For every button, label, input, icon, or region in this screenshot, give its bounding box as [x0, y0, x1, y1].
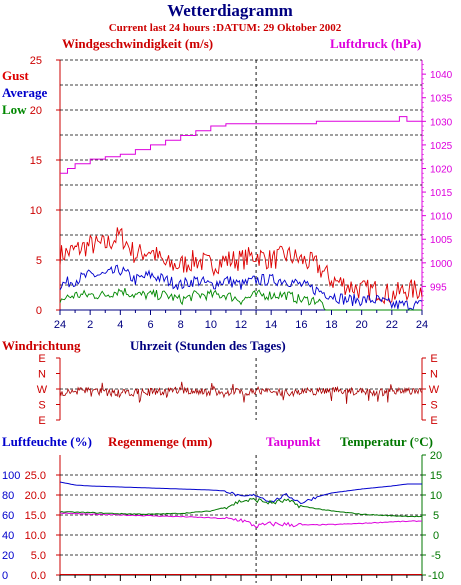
- hour-tick-label: 22: [386, 319, 398, 331]
- temperature-tick-label: -5: [431, 550, 441, 562]
- pressure-tick-label: 1020: [430, 164, 453, 175]
- rain-tick-label: 0.0: [31, 570, 46, 582]
- direction-label-right: E: [430, 415, 437, 427]
- wind-tick-label: 10: [30, 205, 42, 217]
- env-series-luftfeuchte: [59, 481, 422, 505]
- humidity-tick-label: 20: [2, 550, 14, 562]
- hour-tick-label: 16: [295, 319, 307, 331]
- wind-tick-label: 0: [36, 305, 42, 317]
- hour-axis-label: Uhrzeit (Stunden des Tages): [130, 338, 286, 353]
- pressure-tick-label: 995: [430, 282, 447, 293]
- date-subtitle: Current last 24 hours :DATUM: 29 Oktober…: [109, 22, 342, 34]
- rain-tick-label: 25.0: [25, 470, 46, 482]
- hour-tick-label: 4: [117, 319, 123, 331]
- temperature-axis-label: Temperatur (°C): [340, 434, 433, 449]
- direction-label-left: W: [37, 384, 48, 396]
- pressure-tick-label: 1030: [430, 117, 453, 128]
- legend-low: Low: [2, 102, 27, 117]
- hour-tick-label: 24: [416, 319, 428, 331]
- rain-tick-label: 15.0: [25, 510, 46, 522]
- hour-tick-label: 24: [54, 319, 66, 331]
- pressure-tick-label: 1015: [430, 188, 453, 199]
- humidity-tick-label: 100: [2, 470, 20, 482]
- wind-direction-plot: E EN NW WS SE E: [37, 353, 440, 427]
- pressure-tick-label: 1010: [430, 212, 453, 223]
- hour-tick-label: 14: [265, 319, 277, 331]
- humidity-axis-label: Luftfeuchte (%): [2, 434, 92, 449]
- temperature-tick-label: 10: [430, 490, 442, 502]
- wind-tick-label: 20: [30, 105, 42, 117]
- pressure-tick-label: 1025: [430, 141, 453, 152]
- wind-series-average: [59, 264, 423, 312]
- direction-label-right: S: [430, 400, 437, 412]
- page-title: Wetterdiagramm: [167, 1, 293, 20]
- dewpoint-label: Taupunkt: [266, 434, 321, 449]
- humidity-tick-label: 0: [2, 570, 8, 582]
- hour-tick-label: 18: [325, 319, 337, 331]
- direction-title: Windrichtung: [2, 338, 81, 353]
- hour-tick-label: 6: [147, 319, 153, 331]
- legend-gust: Gust: [2, 68, 29, 83]
- rain-axis-label: Regenmenge (mm): [108, 434, 212, 449]
- hour-tick-labels: 24 2 4 6 8 10 12 14 16 18 20 22 24: [54, 310, 428, 331]
- temperature-tick-label: 20: [430, 450, 442, 462]
- humidity-tick-label: 80: [2, 490, 14, 502]
- rain-tick-label: 5.0: [31, 550, 46, 562]
- direction-label-left: E: [38, 415, 45, 427]
- env-series-temperatur: [59, 497, 423, 518]
- legend-average: Average: [2, 85, 47, 100]
- pressure-tick-label: 1000: [430, 259, 453, 270]
- wind-tick-label: 25: [30, 55, 42, 67]
- env-series-taupunkt: [59, 512, 423, 529]
- temperature-tick-label: 5: [433, 510, 439, 522]
- wind-series-low: [59, 287, 422, 311]
- direction-label-left: N: [38, 369, 46, 381]
- direction-label-left: E: [38, 353, 45, 365]
- direction-label-right: E: [430, 353, 437, 365]
- rain-tick-label: 20.0: [25, 490, 46, 502]
- pressure-series: [60, 116, 422, 174]
- pressure-tick-label: 1005: [430, 235, 453, 246]
- humidity-tick-label: 60: [2, 510, 14, 522]
- direction-series: [59, 381, 423, 404]
- direction-label-right: N: [430, 369, 438, 381]
- hour-tick-label: 12: [235, 319, 247, 331]
- pressure-axis-label: Luftdruck (hPa): [330, 36, 421, 51]
- humidity-tick-label: 40: [2, 530, 14, 542]
- rain-tick-label: 10.0: [25, 530, 46, 542]
- wind-tick-label: 5: [36, 255, 42, 267]
- wind-axis-label: Windgeschwindigkeit (m/s): [62, 36, 213, 51]
- hour-tick-label: 20: [356, 319, 368, 331]
- pressure-tick-label: 1040: [430, 70, 453, 81]
- hour-tick-label: 2: [87, 319, 93, 331]
- wind-tick-label: 15: [30, 155, 42, 167]
- hour-tick-label: 10: [205, 319, 217, 331]
- wind-pressure-plot: 0510152025995100010051010101510201025103…: [30, 55, 453, 318]
- humidity-temperature-plot: 0 0.0 20 5.0 40 10.0 60 15.0 80 20.0 100 25.0 -10 -5 0…: [2, 450, 444, 583]
- temperature-tick-label: 0: [433, 530, 439, 542]
- temperature-tick-label: 15: [430, 470, 442, 482]
- wind-series-gust: [59, 227, 423, 305]
- direction-label-left: S: [38, 400, 45, 412]
- temperature-tick-label: -10: [428, 570, 444, 582]
- pressure-tick-label: 1035: [430, 94, 453, 105]
- hour-tick-label: 8: [178, 319, 184, 331]
- direction-label-right: W: [429, 384, 440, 396]
